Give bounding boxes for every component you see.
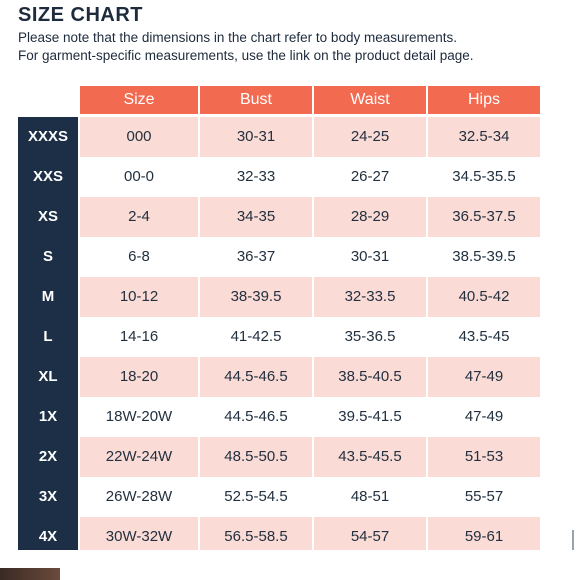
table-row: 10-12 38-39.5 32-33.5 40.5-42 bbox=[80, 277, 542, 317]
cell-waist: 48-51 bbox=[314, 477, 426, 517]
cell-hips: 43.5-45 bbox=[428, 317, 540, 357]
cell-bust: 41-42.5 bbox=[200, 317, 312, 357]
size-label: 3X bbox=[38, 488, 58, 505]
cell-size: 14-16 bbox=[80, 317, 198, 357]
cell-size: 18W-20W bbox=[80, 397, 198, 437]
note-line-2: For garment-specific measurements, use t… bbox=[18, 48, 474, 63]
page-bottom-edge bbox=[0, 550, 580, 580]
page-title: SIZE CHART bbox=[18, 4, 143, 26]
header-hips: Hips bbox=[428, 86, 540, 114]
cell-hips: 55-57 bbox=[428, 477, 540, 517]
cell-size: 2-4 bbox=[80, 197, 198, 237]
cell-hips: 34.5-35.5 bbox=[428, 157, 540, 197]
scroll-edge-fragment bbox=[572, 530, 580, 550]
cell-waist: 38.5-40.5 bbox=[314, 357, 426, 397]
size-label: XL bbox=[38, 368, 58, 385]
size-label: M bbox=[41, 288, 55, 305]
size-label: 1X bbox=[38, 408, 58, 425]
table-row: 14-16 41-42.5 35-36.5 43.5-45 bbox=[80, 317, 542, 357]
size-label: XS bbox=[37, 208, 58, 225]
cell-waist: 39.5-41.5 bbox=[314, 397, 426, 437]
table-row: 2-4 34-35 28-29 36.5-37.5 bbox=[80, 197, 542, 237]
cell-waist: 26-27 bbox=[314, 157, 426, 197]
cell-hips: 36.5-37.5 bbox=[428, 197, 540, 237]
cell-hips: 51-53 bbox=[428, 437, 540, 477]
cell-hips: 38.5-39.5 bbox=[428, 237, 540, 277]
cell-size: 6-8 bbox=[80, 237, 198, 277]
cell-bust: 32-33 bbox=[200, 157, 312, 197]
table-row: 000 30-31 24-25 32.5-34 bbox=[80, 117, 542, 157]
cell-hips: 32.5-34 bbox=[428, 117, 540, 157]
table-row: 18-20 44.5-46.5 38.5-40.5 47-49 bbox=[80, 357, 542, 397]
cell-waist: 30-31 bbox=[314, 237, 426, 277]
size-label: XXXS bbox=[27, 128, 69, 145]
table-row: 6-8 36-37 30-31 38.5-39.5 bbox=[80, 237, 542, 277]
table-row: 22W-24W 48.5-50.5 43.5-45.5 51-53 bbox=[80, 437, 542, 477]
cell-bust: 44.5-46.5 bbox=[200, 397, 312, 437]
cell-waist: 28-29 bbox=[314, 197, 426, 237]
cell-waist: 35-36.5 bbox=[314, 317, 426, 357]
cell-size: 10-12 bbox=[80, 277, 198, 317]
background-photo-fragment bbox=[0, 568, 60, 580]
header-size: Size bbox=[80, 86, 198, 114]
table-row: 00-0 32-33 26-27 34.5-35.5 bbox=[80, 157, 542, 197]
cell-size: 18-20 bbox=[80, 357, 198, 397]
cell-hips: 40.5-42 bbox=[428, 277, 540, 317]
size-label: XXS bbox=[32, 168, 63, 185]
cell-waist: 43.5-45.5 bbox=[314, 437, 426, 477]
size-label: 4X bbox=[38, 528, 58, 545]
cell-bust: 30-31 bbox=[200, 117, 312, 157]
table-row: 18W-20W 44.5-46.5 39.5-41.5 47-49 bbox=[80, 397, 542, 437]
header-bust: Bust bbox=[200, 86, 312, 114]
cell-bust: 48.5-50.5 bbox=[200, 437, 312, 477]
size-label: 2X bbox=[38, 448, 58, 465]
cell-size: 22W-24W bbox=[80, 437, 198, 477]
header-waist: Waist bbox=[314, 86, 426, 114]
cell-bust: 52.5-54.5 bbox=[200, 477, 312, 517]
size-label: S bbox=[42, 248, 53, 265]
size-label: L bbox=[43, 328, 53, 345]
cell-bust: 44.5-46.5 bbox=[200, 357, 312, 397]
cell-size: 000 bbox=[80, 117, 198, 157]
cell-size: 26W-28W bbox=[80, 477, 198, 517]
cell-bust: 34-35 bbox=[200, 197, 312, 237]
cell-bust: 38-39.5 bbox=[200, 277, 312, 317]
table-row: 26W-28W 52.5-54.5 48-51 55-57 bbox=[80, 477, 542, 517]
cell-hips: 47-49 bbox=[428, 357, 540, 397]
cell-waist: 32-33.5 bbox=[314, 277, 426, 317]
cell-hips: 47-49 bbox=[428, 397, 540, 437]
cell-bust: 36-37 bbox=[200, 237, 312, 277]
note-line-1: Please note that the dimensions in the c… bbox=[18, 30, 457, 45]
size-label-column: XXXS XXS XS S M L XL 1X 2X 3X 4X bbox=[18, 117, 78, 557]
cell-size: 00-0 bbox=[80, 157, 198, 197]
cell-waist: 24-25 bbox=[314, 117, 426, 157]
